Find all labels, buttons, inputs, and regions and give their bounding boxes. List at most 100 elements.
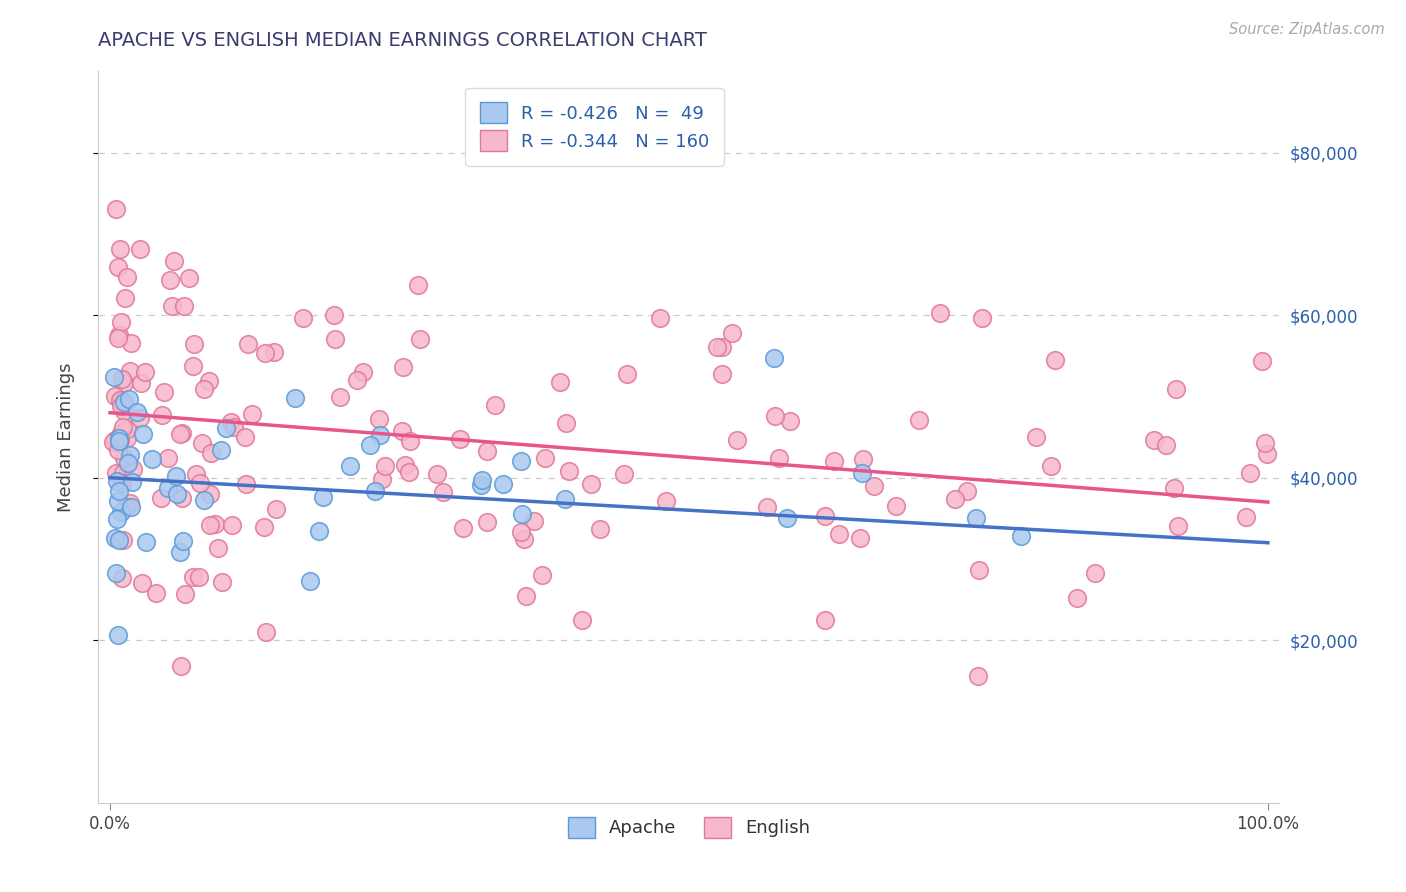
Point [125, 405, 148, 419]
Point [449, 433, 471, 447]
Point [169, 659, 191, 673]
Point [188, 569, 211, 583]
Point [111, 476, 134, 491]
Point [907, 413, 929, 427]
Point [108, 432, 131, 446]
Point [101, 434, 124, 449]
Point [120, 364, 142, 378]
Point [209, 442, 232, 457]
Point [323, 332, 346, 346]
Point [1167, 519, 1189, 533]
Point [165, 469, 187, 483]
Point [198, 487, 221, 501]
Point [107, 260, 129, 274]
Point [188, 475, 211, 490]
Point [510, 525, 533, 540]
Point [1010, 529, 1032, 543]
Point [104, 467, 127, 481]
Point [105, 202, 128, 216]
Point [775, 511, 797, 525]
Text: APACHE VS ENGLISH MEDIAN EARNINGS CORRELATION CHART: APACHE VS ENGLISH MEDIAN EARNINGS CORREL… [98, 31, 707, 50]
Point [515, 589, 537, 603]
Point [141, 451, 163, 466]
Point [711, 340, 734, 354]
Point [432, 484, 454, 499]
Point [292, 310, 315, 325]
Point [339, 458, 361, 473]
Point [110, 505, 132, 519]
Point [170, 425, 193, 440]
Point [613, 467, 636, 481]
Point [121, 475, 143, 490]
Point [588, 522, 610, 536]
Point [763, 409, 786, 423]
Point [965, 511, 987, 525]
Point [204, 516, 226, 531]
Point [236, 337, 259, 351]
Point [555, 416, 578, 430]
Point [207, 541, 229, 555]
Point [253, 520, 276, 534]
Point [177, 271, 200, 285]
Point [172, 534, 194, 549]
Point [198, 517, 221, 532]
Point [105, 512, 128, 526]
Point [1234, 510, 1257, 524]
Point [211, 574, 233, 589]
Point [346, 373, 368, 387]
Point [886, 499, 908, 513]
Point [263, 344, 285, 359]
Point [193, 493, 215, 508]
Point [156, 481, 179, 495]
Point [103, 531, 125, 545]
Point [107, 442, 129, 457]
Point [149, 491, 172, 505]
Point [655, 494, 678, 508]
Point [363, 483, 385, 498]
Point [112, 420, 135, 434]
Point [160, 299, 183, 313]
Point [426, 467, 449, 481]
Point [851, 466, 873, 480]
Point [1143, 434, 1166, 448]
Point [972, 310, 994, 325]
Point [706, 340, 728, 354]
Point [104, 389, 127, 403]
Point [112, 404, 135, 418]
Point [153, 384, 176, 399]
Point [471, 473, 494, 487]
Legend: Apache, English: Apache, English [561, 810, 817, 845]
Point [512, 532, 534, 546]
Point [108, 433, 131, 447]
Point [814, 614, 837, 628]
Point [1256, 447, 1278, 461]
Point [1156, 437, 1178, 451]
Point [117, 456, 139, 470]
Point [616, 368, 638, 382]
Point [352, 365, 374, 379]
Point [111, 372, 134, 386]
Point [191, 436, 214, 450]
Point [253, 346, 276, 360]
Point [174, 587, 197, 601]
Point [648, 311, 671, 326]
Point [534, 451, 557, 466]
Point [571, 613, 593, 627]
Point [470, 478, 492, 492]
Point [1066, 591, 1088, 606]
Point [475, 443, 498, 458]
Point [484, 398, 506, 412]
Point [235, 477, 257, 491]
Point [814, 509, 837, 524]
Point [768, 450, 790, 465]
Point [956, 484, 979, 499]
Point [108, 434, 131, 449]
Point [852, 451, 875, 466]
Point [221, 518, 243, 533]
Point [110, 399, 132, 413]
Point [135, 534, 157, 549]
Point [114, 376, 136, 390]
Point [240, 407, 263, 421]
Point [312, 491, 335, 505]
Point [1039, 458, 1062, 473]
